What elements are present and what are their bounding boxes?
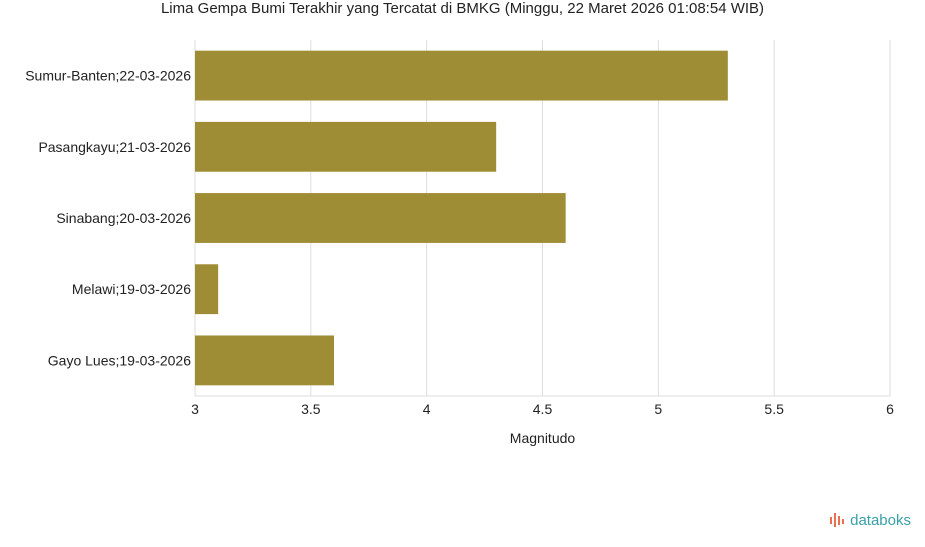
x-axis-title: Magnitudo	[510, 430, 576, 446]
y-tick-label: Sinabang;20-03-2026	[56, 210, 191, 226]
x-tick-label: 4	[423, 401, 431, 417]
x-tick-label: 5.5	[764, 401, 784, 417]
y-tick-label: Sumur-Banten;22-03-2026	[25, 68, 191, 84]
y-tick-label: Pasangkayu;21-03-2026	[38, 139, 191, 155]
chart-title: Lima Gempa Bumi Terakhir yang Tercatat d…	[160, 0, 765, 17]
x-tick-label: 4.5	[533, 401, 553, 417]
databoks-logo: databoks	[829, 511, 911, 529]
databoks-logo-icon	[830, 513, 845, 527]
x-tick-label: 3	[191, 401, 199, 417]
brand-name: databoks	[850, 511, 911, 529]
x-tick-label: 6	[886, 401, 894, 417]
bar	[195, 50, 728, 101]
y-tick-label: Gayo Lues;19-03-2026	[48, 352, 191, 368]
x-tick-label: 5	[654, 401, 662, 417]
bar	[195, 264, 219, 315]
bar	[195, 193, 566, 243]
bar	[195, 335, 334, 386]
bar	[195, 121, 497, 172]
y-tick-label: Melawi;19-03-2026	[72, 281, 191, 297]
x-tick-label: 3.5	[301, 401, 321, 417]
